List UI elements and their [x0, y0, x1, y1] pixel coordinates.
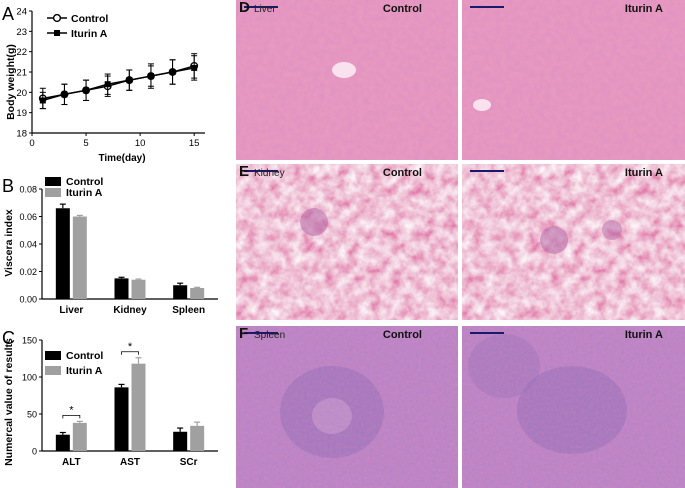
bar-iturin	[132, 280, 146, 299]
x-tick-label: 10	[135, 138, 146, 149]
he-spleen-texture	[236, 326, 458, 488]
y-tick-label: 20	[16, 88, 27, 99]
histology-liver-control: D Liver Control	[236, 0, 458, 160]
data-point-iturin	[148, 73, 154, 79]
organ-label-liver: Liver	[254, 4, 276, 15]
y-tick-label: 0	[32, 447, 37, 457]
scale-bar	[470, 6, 504, 8]
x-category-label: ALT	[62, 457, 81, 468]
y-tick-label: 0.06	[19, 212, 37, 222]
bar-control	[56, 435, 70, 451]
panel-b-ylabel: Viscera index	[3, 209, 15, 277]
histology-spleen-control: F Spleen Control	[236, 326, 458, 488]
organ-label-kidney: Kidney	[254, 168, 285, 179]
legend-iturin-c: Iturin A	[66, 365, 103, 377]
panel-a-legend: Control Iturin A	[47, 13, 108, 40]
legend-control-a: Control	[71, 13, 108, 25]
condition-iturin-d: Iturin A	[625, 3, 663, 15]
data-point-iturin	[191, 65, 197, 71]
he-kidney-texture	[462, 164, 685, 320]
organ-label-spleen: Spleen	[254, 330, 285, 341]
data-point-iturin	[170, 69, 176, 75]
y-tick-label: 0.08	[19, 185, 37, 195]
y-tick-label: 0.00	[19, 295, 37, 305]
panel-a-axes: 18 19 20 21 22 23 24 0 5 10 15	[16, 7, 205, 150]
significance-star: *	[128, 341, 133, 353]
scale-bar	[470, 170, 504, 172]
y-tick-label: 21	[16, 68, 27, 79]
bar-control	[173, 432, 187, 451]
y-tick-label: 19	[16, 108, 27, 119]
significance-star: *	[69, 404, 74, 416]
y-tick-label: 23	[16, 27, 27, 38]
data-point-iturin	[83, 87, 89, 93]
bar-iturin	[190, 288, 204, 299]
legend-iturin-b: Iturin A	[66, 187, 103, 199]
panel-b-marks	[56, 204, 204, 299]
panel-d-label: D	[239, 0, 250, 16]
condition-control-e: Control	[383, 167, 422, 179]
legend-control-c: Control	[66, 350, 103, 362]
panel-a-ylabel: Body weight(g)	[5, 44, 17, 120]
x-category-label: Liver	[59, 305, 83, 316]
histology-liver-iturin: Iturin A	[462, 0, 685, 160]
y-tick-label: 50	[27, 410, 37, 420]
panel-a-xlabel: Time(day)	[98, 153, 145, 164]
x-category-label: Spleen	[172, 305, 205, 316]
y-tick-label: 18	[16, 129, 27, 140]
y-tick-label: 0.02	[19, 267, 37, 277]
he-liver-texture	[462, 0, 685, 160]
he-kidney-texture	[236, 164, 458, 320]
bar-iturin	[73, 217, 87, 300]
x-category-label: Kidney	[113, 305, 147, 316]
histology-kidney-iturin: Iturin A	[462, 164, 685, 320]
data-point-iturin	[105, 81, 111, 87]
bar-control	[173, 285, 187, 299]
bar-iturin	[73, 423, 87, 451]
x-tick-label: 15	[189, 138, 200, 149]
x-category-label: AST	[120, 457, 140, 468]
y-tick-label: 22	[16, 47, 27, 58]
histology-spleen-iturin: Iturin A	[462, 326, 685, 488]
legend-iturin-a: Iturin A	[71, 28, 108, 40]
condition-iturin-e: Iturin A	[625, 167, 663, 179]
bar-control	[115, 278, 129, 299]
y-tick-label: 0.04	[19, 240, 37, 250]
panel-f-label: F	[239, 326, 248, 342]
data-point-iturin	[126, 77, 132, 83]
he-spleen-texture	[462, 326, 685, 488]
panel-b-label: B	[2, 176, 14, 196]
x-tick-label: 5	[83, 138, 88, 149]
data-point-iturin	[61, 91, 67, 97]
bar-control	[56, 208, 70, 299]
panel-a-marks	[40, 54, 198, 109]
y-tick-label: 100	[22, 373, 37, 383]
panel-b-legend: Control Iturin A	[45, 176, 103, 199]
condition-iturin-f: Iturin A	[625, 329, 663, 341]
panel-c-ylabel: Numercal value of results	[3, 338, 15, 466]
histology-kidney-control: E Kidney Control	[236, 164, 458, 320]
bar-control	[115, 387, 129, 451]
x-category-label: SCr	[180, 457, 198, 468]
he-liver-texture	[236, 0, 458, 160]
y-tick-label: 150	[22, 336, 37, 346]
scale-bar	[470, 332, 504, 334]
bar-iturin	[190, 426, 204, 451]
x-tick-label: 0	[29, 138, 34, 149]
panel-e-label: E	[239, 164, 249, 180]
y-tick-label: 24	[16, 7, 27, 18]
panel-c-legend: Control Iturin A	[45, 350, 103, 377]
condition-control-d: Control	[383, 3, 422, 15]
panel-a-label: A	[2, 4, 14, 24]
condition-control-f: Control	[383, 329, 422, 341]
bar-iturin	[132, 364, 146, 451]
data-point-iturin	[40, 97, 46, 103]
